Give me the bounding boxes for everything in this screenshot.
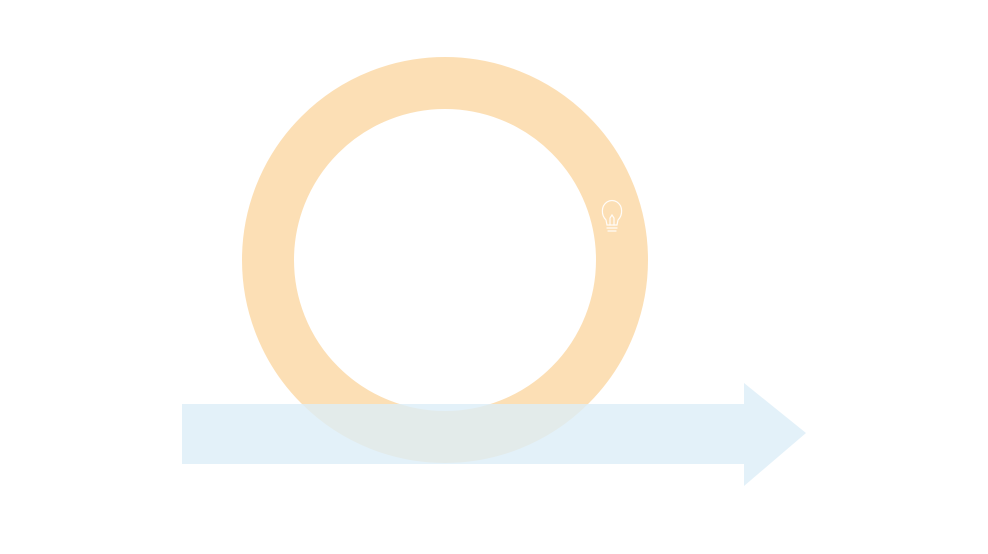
- lightbulb-icon: [601, 199, 623, 232]
- orange-ring: [242, 57, 648, 463]
- blue-arrow: [182, 383, 806, 486]
